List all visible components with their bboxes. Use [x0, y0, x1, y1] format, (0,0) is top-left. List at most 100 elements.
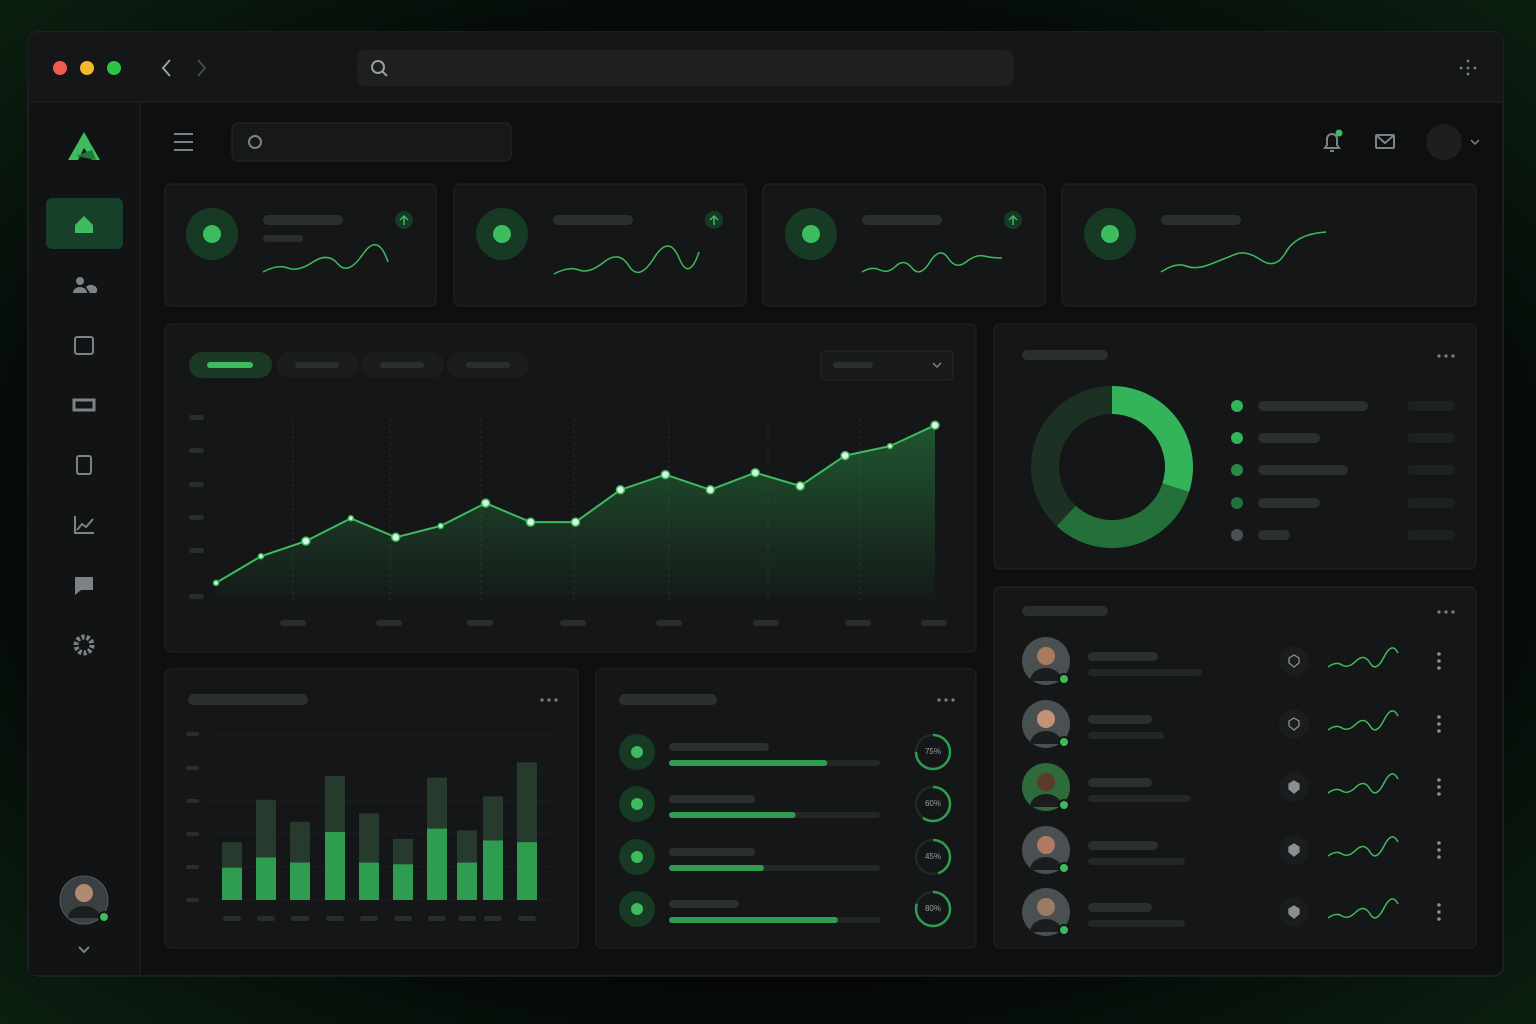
nav-settings[interactable] [73, 634, 95, 656]
profile-menu[interactable] [1470, 139, 1480, 146]
nav-home[interactable] [75, 216, 93, 233]
menu-icon[interactable] [1466, 59, 1470, 63]
placeholder [845, 620, 871, 626]
collapse-button[interactable] [78, 946, 90, 954]
row-menu[interactable] [1437, 659, 1441, 663]
placeholder [1258, 498, 1320, 508]
placeholder [484, 916, 502, 921]
status-dot [98, 911, 110, 923]
placeholder [619, 694, 717, 705]
nav-tasks[interactable] [76, 455, 92, 475]
point [886, 442, 894, 450]
card [762, 183, 1046, 307]
placeholder [186, 799, 199, 803]
menu-icon[interactable] [1459, 66, 1463, 70]
card [453, 183, 747, 307]
row-menu[interactable] [1437, 841, 1441, 845]
placeholder [207, 362, 253, 368]
search-icon [381, 70, 388, 77]
row-menu[interactable] [1437, 917, 1441, 921]
menu-dot[interactable] [937, 698, 941, 702]
placeholder [1088, 715, 1152, 724]
goal-percent: 45% [925, 852, 941, 861]
badge [1279, 646, 1309, 676]
menu-dot[interactable] [1451, 354, 1455, 358]
placeholder [394, 916, 412, 921]
row-menu[interactable] [1437, 855, 1441, 859]
point [480, 498, 491, 508]
logo [76, 150, 96, 160]
placeholder [189, 415, 204, 420]
row-menu[interactable] [1437, 848, 1441, 852]
row-menu[interactable] [1437, 785, 1441, 789]
sparkline [1160, 231, 1327, 273]
menu-dot[interactable] [944, 698, 948, 702]
bell-icon[interactable] [1323, 133, 1341, 152]
row-menu[interactable] [1437, 729, 1441, 733]
nav-users[interactable] [73, 284, 98, 293]
member-spark [1327, 898, 1399, 919]
placeholder [186, 898, 199, 902]
row-menu[interactable] [1437, 792, 1441, 796]
placeholder [1258, 465, 1348, 475]
point [347, 515, 355, 522]
menu-dot[interactable] [1444, 610, 1448, 614]
menu-dot[interactable] [547, 698, 551, 702]
menu-dot[interactable] [1444, 354, 1448, 358]
bar [427, 828, 447, 900]
profile-avatar[interactable] [1426, 124, 1462, 160]
row-menu[interactable] [1437, 903, 1441, 907]
row-menu[interactable] [1437, 722, 1441, 726]
window-control[interactable] [107, 61, 121, 75]
search-box[interactable] [231, 122, 512, 162]
nav-analytics[interactable] [74, 516, 94, 534]
stat-glyph [493, 225, 511, 243]
nav-calendar[interactable] [74, 336, 94, 355]
placeholder [1258, 530, 1290, 540]
avatar-body [68, 906, 100, 918]
nav-messages[interactable] [75, 577, 93, 595]
avatar-face [1037, 710, 1055, 728]
row-menu[interactable] [1437, 652, 1441, 656]
member-spark [1327, 773, 1399, 794]
placeholder [518, 916, 536, 921]
row-menu[interactable] [1437, 910, 1441, 914]
menu-icon[interactable] [1473, 66, 1477, 70]
status-dot [1058, 924, 1070, 936]
sparkline [861, 252, 1003, 273]
address-bar[interactable] [357, 50, 1014, 86]
placeholder [669, 900, 739, 908]
back-button[interactable] [161, 59, 171, 77]
placeholder [1088, 778, 1152, 787]
menu-dot[interactable] [1437, 354, 1441, 358]
stat-glyph [1101, 225, 1119, 243]
bar [359, 862, 379, 900]
period-select[interactable] [820, 350, 954, 381]
row-menu[interactable] [1437, 666, 1441, 670]
avatar-body [1030, 668, 1062, 681]
menu-dot[interactable] [540, 698, 544, 702]
menu-dot[interactable] [554, 698, 558, 702]
menu-dot[interactable] [1451, 610, 1455, 614]
nav-users[interactable] [76, 277, 84, 285]
mail-icon[interactable] [1375, 134, 1395, 149]
goal-glyph [631, 798, 643, 810]
window-control[interactable] [53, 61, 67, 75]
window-control[interactable] [80, 61, 94, 75]
forward-button[interactable] [197, 59, 207, 77]
menu-dot[interactable] [1437, 610, 1441, 614]
menu-icon[interactable] [1466, 66, 1470, 70]
search-icon [371, 60, 385, 74]
trend-arrow [399, 214, 409, 225]
nav-workouts[interactable] [72, 398, 96, 412]
placeholder [295, 362, 339, 368]
placeholder [186, 732, 199, 736]
progress-bar [669, 865, 764, 871]
row-menu[interactable] [1437, 715, 1441, 719]
badge [1279, 709, 1309, 739]
bar [457, 862, 477, 900]
goal-percent: 60% [925, 799, 941, 808]
menu-dot[interactable] [951, 698, 955, 702]
row-menu[interactable] [1437, 778, 1441, 782]
menu-icon[interactable] [1466, 72, 1470, 76]
